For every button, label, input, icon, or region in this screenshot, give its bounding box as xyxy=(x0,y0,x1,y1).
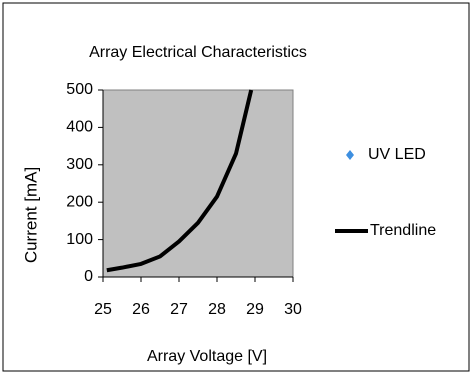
y-tick-label: 0 xyxy=(84,268,93,285)
y-tick-label: 500 xyxy=(66,81,93,98)
trend-line xyxy=(106,89,254,273)
x-tick-label: 29 xyxy=(246,301,264,318)
legend-label: Trendline xyxy=(370,222,436,239)
y-axis-label: Current [mA] xyxy=(21,167,40,263)
x-tick-label: 30 xyxy=(284,301,302,318)
legend-marker xyxy=(346,150,354,160)
x-tick-label: 28 xyxy=(208,301,226,318)
chart-title: Array Electrical Characteristics xyxy=(89,44,307,61)
y-tick-label: 400 xyxy=(66,119,93,136)
y-tick-label: 100 xyxy=(66,231,93,248)
x-tick-label: 27 xyxy=(170,301,188,318)
y-tick-label: 200 xyxy=(66,193,93,210)
y-tick-label: 300 xyxy=(66,156,93,173)
plot-area xyxy=(102,89,294,278)
x-tick-label: 26 xyxy=(132,301,150,318)
x-axis-label: Array Voltage [V] xyxy=(147,348,267,365)
x-tick-label: 25 xyxy=(94,301,112,318)
legend-label: UV LED xyxy=(368,146,426,163)
